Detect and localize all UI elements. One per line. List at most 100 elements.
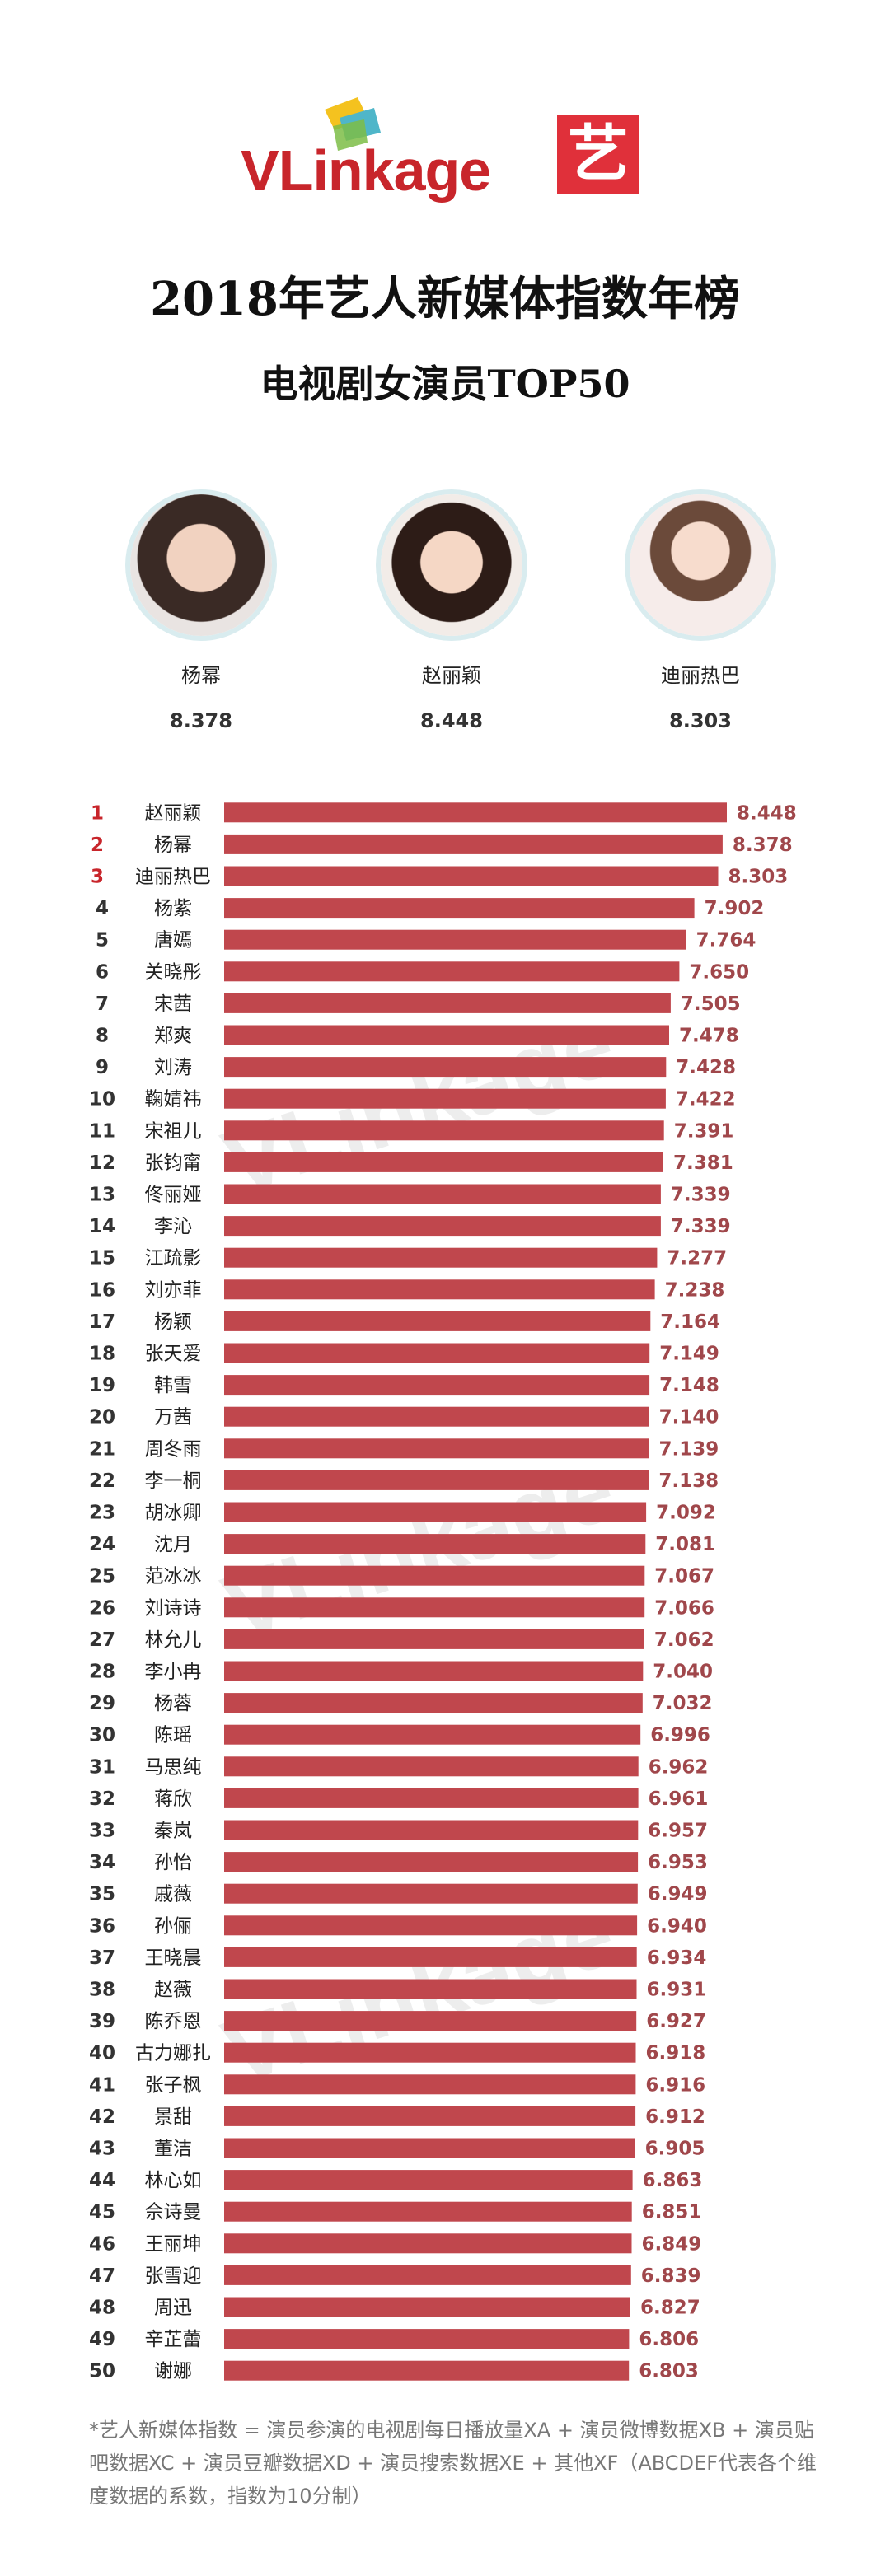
value-label: 7.381 — [673, 1152, 733, 1174]
value-label: 7.066 — [654, 1597, 714, 1619]
value-label: 7.148 — [659, 1375, 719, 1396]
rank-label: 18 — [89, 1344, 115, 1365]
rank-label: 36 — [89, 1915, 115, 1937]
bar-row: 14 李沁 7.339 — [89, 1216, 731, 1237]
bar-row: 35 戚薇 6.949 — [89, 1883, 708, 1905]
bar — [224, 866, 719, 886]
bar — [224, 1565, 645, 1586]
podium-second: 杨幂 8.378 — [127, 494, 275, 732]
bar-row: 43 董洁 6.905 — [89, 2138, 705, 2160]
bar — [224, 834, 723, 854]
bar-row: 11 宋祖儿 7.391 — [89, 1120, 733, 1142]
bar-row: 13 佟丽娅 7.339 — [89, 1184, 731, 1206]
bar-row: 16 刘亦菲 7.238 — [89, 1279, 724, 1301]
bar-row: 25 范冰冰 7.067 — [89, 1565, 714, 1587]
bar-row: 15 江疏影 7.277 — [89, 1247, 727, 1269]
bar — [224, 1947, 637, 1967]
bar-row: 19 韩雪 7.148 — [89, 1375, 719, 1396]
category-label: 唐嫣 — [154, 930, 192, 951]
bar — [224, 1883, 638, 1904]
podium-third: 迪丽热巴 8.303 — [626, 494, 775, 732]
bar — [224, 1979, 637, 1999]
value-label: 6.996 — [650, 1725, 710, 1746]
vlinkage-logo-text: VLinkage — [241, 138, 491, 203]
bar-row: 4 杨紫 7.902 — [96, 898, 764, 919]
bar — [224, 2265, 631, 2285]
rank-label: 27 — [89, 1629, 115, 1651]
value-label: 6.806 — [639, 2329, 699, 2350]
value-label: 6.949 — [648, 1884, 708, 1905]
value-label: 6.912 — [645, 2106, 705, 2128]
value-label: 6.803 — [639, 2361, 699, 2382]
bar-row: 24 沈月 7.081 — [89, 1534, 715, 1555]
rank-label: 25 — [89, 1566, 115, 1587]
value-label: 7.092 — [656, 1503, 716, 1524]
bar — [224, 1756, 639, 1777]
bar — [224, 961, 680, 982]
value-label: 7.650 — [689, 961, 749, 983]
bar-row: 38 赵薇 6.931 — [89, 1979, 706, 2001]
value-label: 7.139 — [659, 1438, 719, 1460]
bar-row: 39 陈乔恩 6.927 — [89, 2011, 706, 2032]
bar — [224, 2138, 635, 2158]
bar-row: 12 张钧甯 7.381 — [89, 1152, 733, 1174]
value-label: 6.957 — [648, 1821, 708, 1842]
bar-row: 28 李小冉 7.040 — [89, 1661, 713, 1683]
footnote: *艺人新媒体指数 = 演员参演的电视剧每日播放量XA + 演员微博数据XB + … — [89, 2419, 817, 2508]
rank-label: 23 — [89, 1503, 115, 1524]
bar-row: 17 杨颖 7.164 — [89, 1311, 720, 1333]
bar — [224, 2011, 637, 2031]
bar-row: 46 王丽坤 6.849 — [89, 2233, 701, 2255]
bar — [224, 1820, 639, 1840]
value-label: 6.940 — [647, 1915, 707, 1937]
category-label: 宋茜 — [154, 993, 192, 1015]
bar-row: 26 刘诗诗 7.066 — [89, 1597, 714, 1619]
rank-label: 40 — [89, 2043, 115, 2064]
podium-first: 赵丽颖 8.448 — [377, 494, 526, 732]
rank-label: 12 — [89, 1152, 115, 1174]
category-label: 范冰冰 — [145, 1566, 202, 1587]
rank-label: 10 — [89, 1089, 115, 1110]
category-label: 张子枫 — [145, 2074, 202, 2096]
rank-label: 43 — [89, 2139, 115, 2160]
bar-row: 22 李一桐 7.138 — [89, 1470, 719, 1492]
page-subtitle: 电视剧女演员TOP50 — [260, 362, 630, 406]
category-label: 李一桐 — [145, 1470, 202, 1492]
rank-label: 21 — [89, 1438, 115, 1460]
bar — [224, 1088, 666, 1109]
value-label: 8.303 — [728, 867, 789, 888]
rank-label: 46 — [89, 2233, 115, 2255]
bar-row: 45 佘诗曼 6.851 — [89, 2201, 701, 2223]
bar — [224, 802, 727, 823]
rank-label: 16 — [89, 1279, 115, 1301]
bar — [224, 1375, 650, 1396]
podium-name: 赵丽颖 — [422, 664, 481, 687]
category-label: 张天爱 — [145, 1344, 202, 1365]
bar — [224, 1279, 655, 1300]
value-label: 7.081 — [655, 1534, 715, 1555]
rank-label: 49 — [89, 2329, 115, 2350]
category-label: 景甜 — [154, 2106, 192, 2128]
category-label: 王丽坤 — [145, 2233, 202, 2255]
bar — [224, 1057, 667, 1078]
bar-row: 31 马思纯 6.962 — [89, 1756, 708, 1778]
bar-row: 32 蒋欣 6.961 — [89, 1788, 708, 1810]
bar-row: 6 关晓彤 7.650 — [96, 961, 749, 983]
value-label: 6.905 — [645, 2139, 705, 2160]
category-label: 杨幂 — [154, 835, 192, 856]
bar — [224, 1788, 639, 1808]
bar-row: 8 郑爽 7.478 — [96, 1025, 739, 1047]
bar — [224, 1120, 664, 1141]
bar-row: 7 宋茜 7.505 — [96, 993, 741, 1015]
bar — [224, 1852, 639, 1872]
bar-row: 5 唐嫣 7.764 — [96, 929, 756, 951]
value-label: 7.764 — [696, 930, 756, 951]
rank-label: 37 — [89, 1947, 115, 1969]
avatar — [630, 494, 771, 636]
category-label: 刘亦菲 — [145, 1279, 202, 1301]
rank-label: 7 — [96, 993, 109, 1015]
bar-row: 47 张雪迎 6.839 — [89, 2265, 701, 2287]
rank-label: 5 — [96, 930, 109, 951]
value-label: 7.478 — [679, 1026, 739, 1047]
bar — [224, 1534, 646, 1554]
